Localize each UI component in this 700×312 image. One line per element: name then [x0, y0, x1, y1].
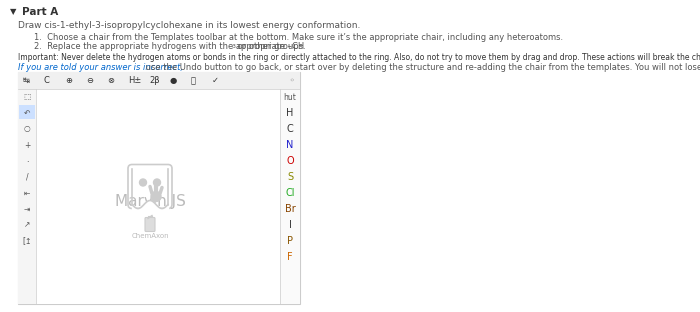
- Text: O: O: [286, 156, 294, 166]
- Text: Marvin JS: Marvin JS: [115, 194, 186, 209]
- Text: use the Undo button to go back, or start over by deleting the structure and re-a: use the Undo button to go back, or start…: [143, 63, 700, 72]
- Text: hut: hut: [284, 92, 296, 101]
- Text: 2β: 2β: [149, 76, 160, 85]
- Text: ▼: ▼: [10, 7, 17, 16]
- FancyBboxPatch shape: [128, 164, 172, 208]
- Bar: [19, 105, 35, 119]
- Text: ↶: ↶: [24, 109, 30, 118]
- Text: S: S: [287, 172, 293, 182]
- Bar: [280, 89, 300, 304]
- Text: ChemAxon: ChemAxon: [131, 233, 169, 240]
- Text: Cl: Cl: [286, 188, 295, 198]
- Text: ↹: ↹: [23, 76, 30, 85]
- Circle shape: [151, 192, 161, 202]
- Text: 3: 3: [231, 45, 235, 50]
- Text: +: +: [24, 140, 30, 149]
- Text: ⇥: ⇥: [24, 204, 30, 213]
- Text: ⊖: ⊖: [86, 76, 93, 85]
- Text: or other groups.: or other groups.: [234, 42, 305, 51]
- Text: ⬚: ⬚: [23, 92, 31, 101]
- Text: 1.  Choose a chair from the Templates toolbar at the bottom. Make sure it’s the : 1. Choose a chair from the Templates too…: [34, 33, 563, 42]
- Text: Part A: Part A: [22, 7, 58, 17]
- Bar: [18, 72, 300, 304]
- Bar: [18, 89, 36, 304]
- Text: ⊗: ⊗: [107, 76, 114, 85]
- FancyBboxPatch shape: [145, 217, 155, 232]
- Text: ✓: ✓: [212, 76, 219, 85]
- Text: C: C: [286, 124, 293, 134]
- Text: P: P: [287, 236, 293, 246]
- Text: /: /: [26, 173, 28, 182]
- Text: ⋅: ⋅: [26, 157, 28, 165]
- Circle shape: [139, 179, 146, 186]
- Text: ❓: ❓: [191, 76, 196, 85]
- Text: F: F: [287, 252, 293, 262]
- Text: ○: ○: [24, 124, 30, 134]
- Text: C: C: [44, 76, 50, 85]
- Text: ↗: ↗: [24, 221, 30, 230]
- Bar: [18, 72, 300, 89]
- Bar: [36, 89, 280, 304]
- Text: 2.  Replace the appropriate hydrogens with the appropriate –CH: 2. Replace the appropriate hydrogens wit…: [34, 42, 304, 51]
- Circle shape: [153, 179, 160, 186]
- Text: H: H: [286, 108, 294, 118]
- Text: If you are told your answer is incorrect,: If you are told your answer is incorrect…: [18, 63, 183, 72]
- Text: N: N: [286, 140, 294, 150]
- Text: ‹›: ‹›: [290, 77, 295, 84]
- Text: [↥: [↥: [22, 236, 32, 246]
- Text: ●: ●: [170, 76, 177, 85]
- Text: Br: Br: [285, 204, 295, 214]
- Text: Important: Never delete the hydrogen atoms or bonds in the ring or directly atta: Important: Never delete the hydrogen ato…: [18, 53, 700, 62]
- Text: H±: H±: [128, 76, 141, 85]
- Text: ⊕: ⊕: [65, 76, 72, 85]
- Text: ⇤: ⇤: [24, 188, 30, 197]
- Text: I: I: [288, 220, 291, 230]
- Text: Draw cis-1-ethyl-3-isopropylcyclohexane in its lowest energy conformation.: Draw cis-1-ethyl-3-isopropylcyclohexane …: [18, 21, 360, 30]
